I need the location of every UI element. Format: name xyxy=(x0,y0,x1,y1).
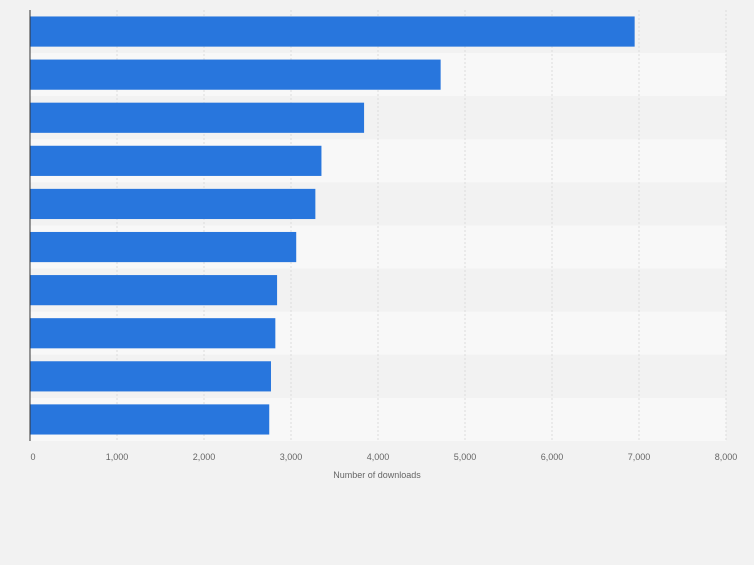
bar xyxy=(30,318,276,349)
bar xyxy=(30,16,635,47)
x-tick-label: 0 xyxy=(30,452,35,462)
bar xyxy=(30,102,365,133)
bar xyxy=(30,275,278,306)
x-tick-label: 1,000 xyxy=(106,452,129,462)
bars xyxy=(30,16,635,435)
bar xyxy=(30,361,271,392)
x-tick-label: 5,000 xyxy=(454,452,477,462)
bar xyxy=(30,404,270,435)
bar xyxy=(30,145,322,176)
x-tick-label: 4,000 xyxy=(367,452,390,462)
x-tick-label: 8,000 xyxy=(715,452,738,462)
bar xyxy=(30,231,297,263)
x-tick-label: 3,000 xyxy=(280,452,303,462)
x-tick-label: 2,000 xyxy=(193,452,216,462)
x-tick-label: 7,000 xyxy=(628,452,651,462)
x-axis-ticks: 0 1,000 2,000 3,000 4,000 5,000 6,000 7,000 8,00… xyxy=(30,452,737,462)
x-tick-label: 6,000 xyxy=(541,452,564,462)
bar xyxy=(30,188,316,220)
bar xyxy=(30,59,441,90)
x-axis-title: Number of downloads xyxy=(333,470,421,480)
